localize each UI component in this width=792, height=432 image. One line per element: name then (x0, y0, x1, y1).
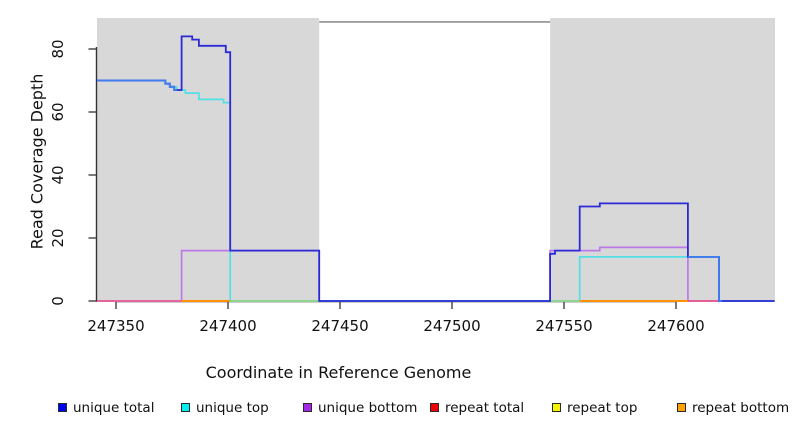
legend-swatch-icon (58, 403, 67, 412)
y-tick-label: 80 (49, 39, 67, 58)
y-tick-label: 20 (49, 228, 67, 247)
legend-swatch-icon (181, 403, 190, 412)
legend-label: repeat top (567, 400, 638, 416)
legend-swatch-icon (303, 403, 312, 412)
legend-label: unique total (73, 400, 155, 416)
x-axis-title-text: Coordinate in Reference Genome (205, 363, 472, 382)
x-tick-label: 247400 (199, 317, 256, 335)
right-gray-region (550, 18, 775, 302)
legend: unique total unique top unique bottom repea… (0, 399, 792, 423)
axes: 0 20 40 60 80 247350 247400 247450 247500 247550 2… (49, 39, 705, 335)
x-axis-title: Coordinate in Reference Genome (0, 363, 726, 382)
x-tick-label: 247600 (647, 317, 704, 335)
legend-swatch-icon (430, 403, 439, 412)
legend-swatch-icon (552, 403, 561, 412)
x-tick-label: 247500 (423, 317, 480, 335)
legend-label: unique bottom (318, 400, 418, 416)
x-tick-label: 247550 (535, 317, 592, 335)
overlap-highlight-1 (687, 255, 722, 302)
legend-swatch-icon (677, 403, 686, 412)
y-axis-title: Read Coverage Depth (27, 73, 47, 250)
y-tick-label: 0 (49, 296, 67, 306)
x-tick-label: 247450 (311, 317, 368, 335)
legend-label: repeat bottom (692, 400, 790, 416)
x-tick-label: 247350 (87, 317, 144, 335)
overlap-highlight-0 (97, 79, 177, 91)
legend-label: unique top (196, 400, 269, 416)
y-tick-label: 40 (49, 165, 67, 184)
left-gray-region (97, 18, 320, 302)
y-tick-label: 60 (49, 102, 67, 121)
legend-label: repeat total (445, 400, 525, 416)
